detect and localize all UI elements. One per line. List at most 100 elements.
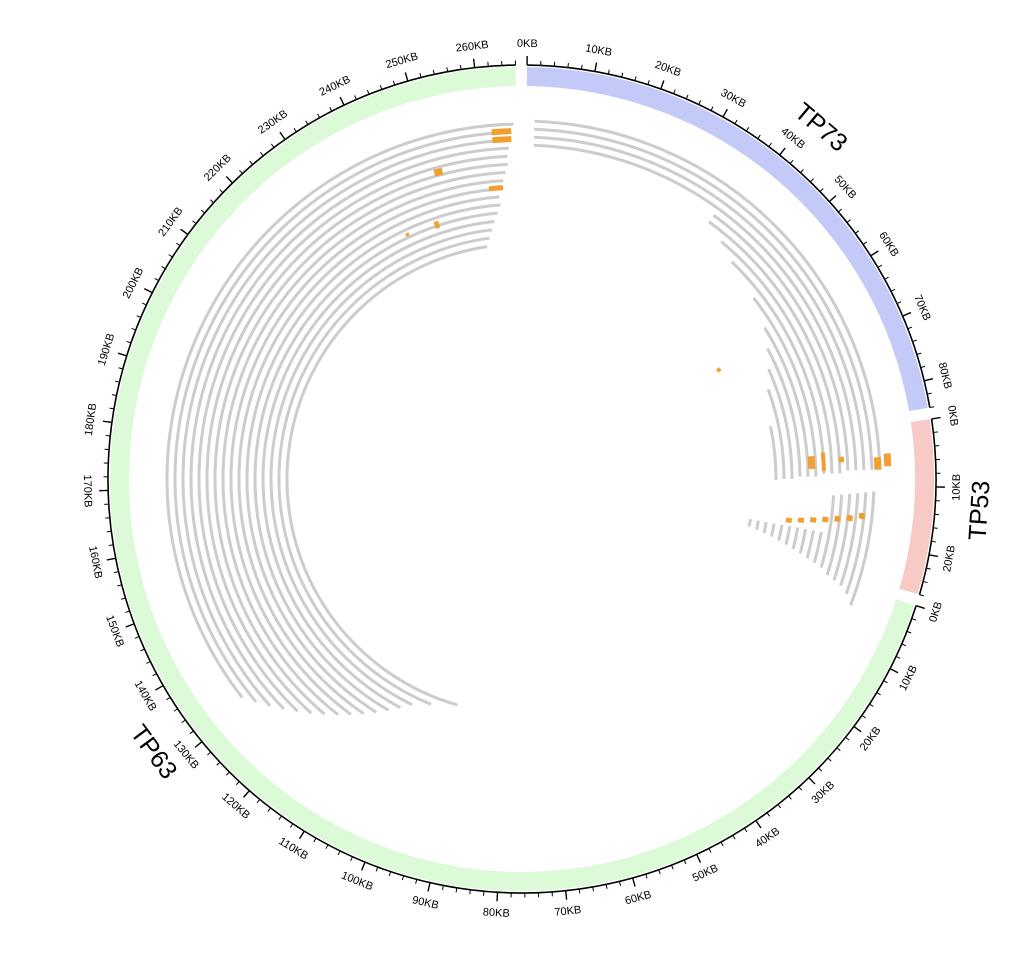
axis-tick-tp63 (125, 623, 135, 628)
axis-tick-tp63 (404, 72, 409, 82)
axis-tick-tp63 (883, 680, 888, 684)
axis-tick-tp73 (768, 142, 772, 147)
transcript-track (769, 523, 776, 537)
axis-tick-tp73 (902, 311, 912, 317)
transcript-track (766, 388, 786, 480)
axis-tick-tp73 (698, 100, 702, 105)
transcript-track (825, 494, 844, 576)
axis-tick-tp63 (260, 152, 264, 157)
axis-tick-tp53 (933, 431, 938, 433)
axis-tick-tp63 (388, 871, 392, 877)
transcript-tracks (165, 119, 882, 716)
axis-tick-tp63 (360, 861, 366, 871)
axis-line-tp53 (918, 418, 937, 595)
axis-tick-tp63 (427, 882, 431, 892)
exon-feature (883, 453, 892, 467)
axis-tick-tp63 (455, 887, 458, 893)
axis-tick-tp63 (696, 854, 702, 863)
tick-label-tp73: 0KB (517, 38, 538, 50)
transcript-track (221, 179, 504, 716)
axis-tick-tp63 (207, 751, 212, 756)
axis-tick-tp63 (267, 807, 271, 812)
axis-tick-tp73 (594, 62, 598, 72)
axis-tick-tp73 (924, 377, 934, 382)
exon-feature (433, 220, 441, 229)
axis-tick-tp63 (350, 856, 353, 862)
axis-tick-tp73 (810, 178, 814, 183)
exon-feature (785, 517, 793, 524)
axis-tick-tp63 (605, 884, 608, 889)
transcript-track (213, 170, 506, 716)
tick-label-tp63: 20KB (858, 725, 884, 754)
axis-tick-tp63 (106, 530, 112, 533)
axis-tick-tp63 (895, 655, 901, 659)
axis-tick-tp63 (366, 89, 370, 95)
axis-tick-tp63 (915, 604, 925, 610)
axis-tick-tp63 (401, 875, 405, 881)
axis-tick-tp73 (745, 127, 750, 132)
transcript-track (269, 228, 493, 706)
axis-tick-tp63 (777, 804, 782, 809)
axis-tick-tp53 (931, 540, 936, 543)
axis-tick-tp63 (293, 127, 297, 133)
axis-tick-tp63 (564, 890, 568, 900)
axis-tick-tp73 (862, 241, 868, 245)
transcript-track (730, 260, 826, 474)
axis-tick-tp63 (708, 848, 712, 853)
axis-tick-tp73 (870, 250, 879, 257)
axis-line-tp63 (107, 64, 917, 894)
tick-label-tp63: 170KB (81, 474, 94, 507)
axis-tick-tp63 (114, 380, 120, 383)
axis-tick-tp63 (469, 889, 471, 895)
axis-tick-tp63 (827, 757, 832, 762)
axis-tick-tp63 (836, 747, 841, 752)
axis-tick-tp63 (658, 869, 661, 875)
axis-tick-tp63 (446, 67, 449, 72)
axis-tick-tp63 (313, 837, 317, 843)
transcript-track (791, 527, 800, 550)
axis-tick-tp63 (419, 73, 422, 78)
transcript-track (812, 531, 823, 564)
exon-feature (405, 232, 410, 237)
transcript-track (237, 195, 500, 715)
axis-tick-tp73 (907, 326, 913, 330)
tick-label-tp63: 160KB (86, 545, 104, 580)
axis-tick-tp63 (788, 795, 792, 800)
exon-feature (807, 455, 816, 470)
tick-label-tp53: 10KB (951, 474, 964, 501)
tick-label-tp53: 0KB (945, 405, 960, 427)
axis-tick-tp63 (131, 327, 136, 331)
tick-label-tp63: 120KB (219, 791, 252, 822)
axis-tick-tp63 (853, 725, 862, 733)
axis-tick-tp63 (200, 209, 206, 214)
tick-label-tp73: 60KB (876, 230, 901, 259)
axis-tick-tp63 (117, 584, 122, 587)
axis-tick-tp63 (106, 557, 116, 561)
axis-tick-tp63 (901, 643, 907, 647)
axis-tick-tp73 (647, 80, 650, 85)
axis-tick-tp63 (720, 841, 724, 847)
axis-tick-tp63 (732, 835, 736, 840)
axis-tick-tp73 (916, 352, 922, 355)
exon-feature (433, 167, 444, 177)
axis-tick-tp63 (125, 610, 130, 613)
axis-tick-tp73 (837, 208, 843, 213)
axis-tick-tp63 (325, 844, 329, 849)
segment-label-tp63: TP63 (125, 720, 183, 785)
tick-label-tp63: 250KB (384, 50, 419, 71)
tick-label-tp63: 110KB (276, 835, 310, 862)
exon-feature (797, 517, 805, 524)
axis-tick-tp63 (121, 597, 126, 600)
exon-feature (838, 456, 845, 463)
axis-tick-tp63 (143, 287, 153, 294)
axis-tick-tp73 (779, 147, 786, 156)
axis-tick-tp53 (931, 416, 941, 420)
axis-tick-tp63 (210, 199, 215, 204)
transcript-track (261, 219, 495, 710)
tick-label-tp73: 80KB (936, 361, 954, 390)
axis-tick-tp63 (392, 80, 396, 86)
axis-tick-tp53 (928, 554, 938, 558)
exon-feature (488, 185, 504, 192)
exon-feature (873, 457, 882, 470)
transcript-track (762, 521, 768, 534)
